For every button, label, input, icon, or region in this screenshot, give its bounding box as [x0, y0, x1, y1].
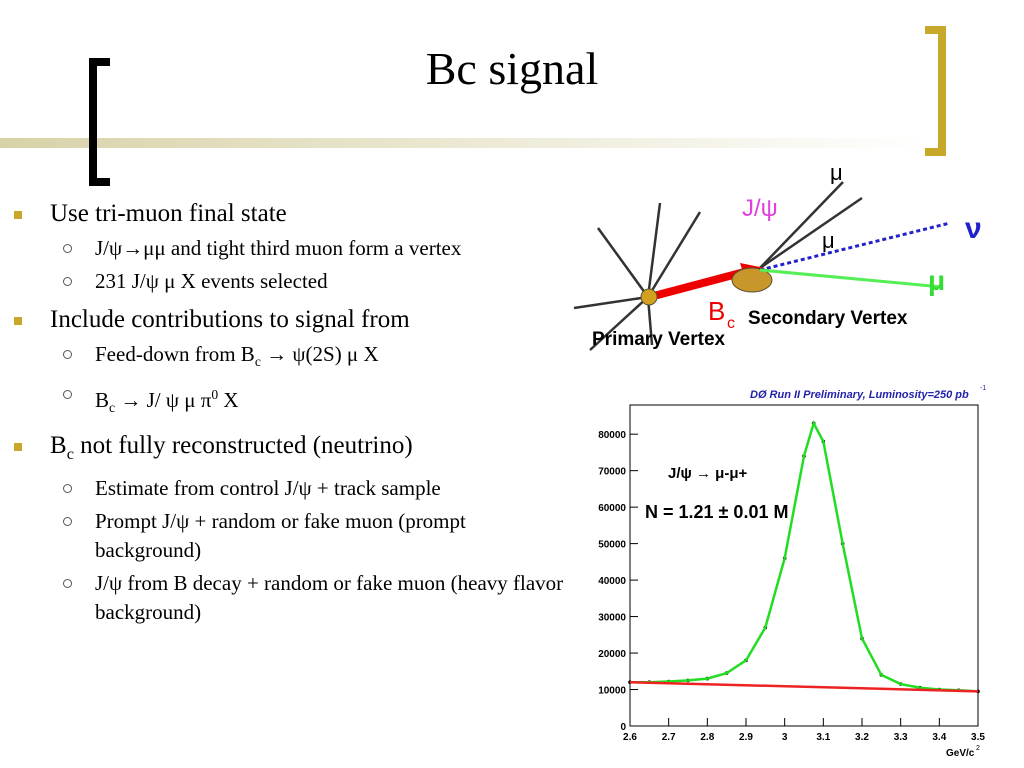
text: J/ψ→μμ and tight third muon form a verte…: [95, 236, 462, 260]
text: → ψ(2S) μ X: [260, 342, 379, 366]
x-tick-label: 2.9: [739, 732, 753, 743]
annotation: J/ψ → μ-μ+: [668, 465, 747, 482]
bullet: Bc not fully reconstructed (neutrino): [0, 430, 570, 470]
text: 231 J/ψ μ X events selected: [95, 269, 328, 293]
series-line: [629, 680, 979, 693]
y-tick-label: 20000: [598, 649, 626, 660]
subscript: c: [66, 445, 74, 464]
annotation: N = 1.21 ± 0.01 M: [645, 502, 788, 522]
text: Include contributions to signal from: [50, 306, 410, 333]
x-tick-label: 2.7: [662, 732, 676, 743]
chart-title-sup: -1: [980, 385, 986, 392]
left-bracket: [89, 58, 110, 186]
y-tick-label: 60000: [598, 503, 626, 514]
y-tick-label: 10000: [598, 686, 626, 697]
sub-bullet: Estimate from control J/ψ + track sample: [0, 474, 570, 503]
label: B: [708, 296, 725, 326]
vertex-diagram: [573, 181, 863, 351]
text: Feed-down from B: [95, 342, 255, 366]
bullet: Include contributions to signal from: [0, 304, 570, 336]
text: X: [218, 388, 239, 413]
label: μ: [928, 265, 945, 296]
y-tick-label: 30000: [598, 613, 626, 624]
label: J/ψ: [742, 195, 778, 222]
label: Secondary Vertex: [748, 308, 908, 329]
text: B: [50, 432, 67, 460]
decor-band: [0, 138, 930, 148]
chart-title: DØ Run II Preliminary, Luminosity=250 pb: [750, 389, 969, 401]
text: B: [95, 388, 110, 413]
sub-bullet: J/ψ from B decay + random or fake muon (…: [0, 569, 570, 627]
text: not fully reconstructed (neutrino): [73, 432, 413, 460]
secondary-vertex: [731, 267, 773, 293]
series-line: [630, 419, 979, 693]
x-tick-label: 3: [782, 732, 788, 743]
x-tick-label: 3.1: [816, 732, 830, 743]
y-tick-label: 0: [620, 722, 626, 733]
sub-bullet: Bc → J/ ψ μ π0 X: [0, 380, 570, 422]
subscript: c: [109, 400, 116, 416]
neutrino-track: [759, 221, 951, 272]
sub-bullet: 231 J/ψ μ X events selected: [0, 267, 570, 296]
x-tick-label: 3.3: [894, 732, 908, 743]
subscript: c: [254, 354, 261, 370]
x-axis-label-sup: 2: [976, 745, 980, 752]
y-tick-label: 80000: [598, 430, 626, 441]
sub-bullet: Prompt J/ψ + random or fake muon (prompt…: [0, 507, 570, 565]
text: J/ψ from B decay + random or fake muon (…: [95, 571, 564, 625]
x-tick-label: 3.5: [971, 732, 985, 743]
bullet: Use tri-muon final state: [0, 198, 570, 230]
muon-track: [759, 268, 943, 289]
x-axis-label: GeV/c: [946, 748, 975, 759]
primary-vertex: [640, 288, 658, 306]
x-tick-label: 3.4: [932, 732, 946, 743]
bullet-list: Use tri-muon final state J/ψ→μμ and tight…: [0, 190, 570, 627]
label: μ: [830, 160, 843, 185]
right-bracket: [925, 26, 946, 156]
plot-frame: [629, 404, 979, 727]
label: Primary Vertex: [592, 329, 726, 350]
superscript: 0: [211, 387, 219, 403]
x-tick-label: 2.8: [700, 732, 714, 743]
text: Use tri-muon final state: [50, 200, 287, 227]
text: Estimate from control J/ψ + track sample: [95, 476, 441, 501]
y-tick-label: 70000: [598, 467, 626, 478]
label: c: [727, 315, 735, 332]
sub-bullet: J/ψ→μμ and tight third muon form a verte…: [0, 234, 570, 263]
chart: DØ Run II Preliminary, Luminosity=250 pb…: [598, 385, 986, 759]
slide-title: Bc signal: [425, 43, 599, 94]
text: Prompt J/ψ + random or fake muon (prompt…: [95, 509, 466, 563]
sub-bullet: Feed-down from Bc → ψ(2S) μ X: [0, 340, 570, 376]
y-tick-label: 50000: [598, 540, 626, 551]
label: ν: [965, 212, 982, 245]
text: → J/ ψ μ π: [115, 388, 212, 413]
y-tick-label: 40000: [598, 576, 626, 587]
label: μ: [822, 228, 835, 253]
x-tick-label: 3.2: [855, 732, 869, 743]
x-tick-label: 2.6: [623, 732, 637, 743]
